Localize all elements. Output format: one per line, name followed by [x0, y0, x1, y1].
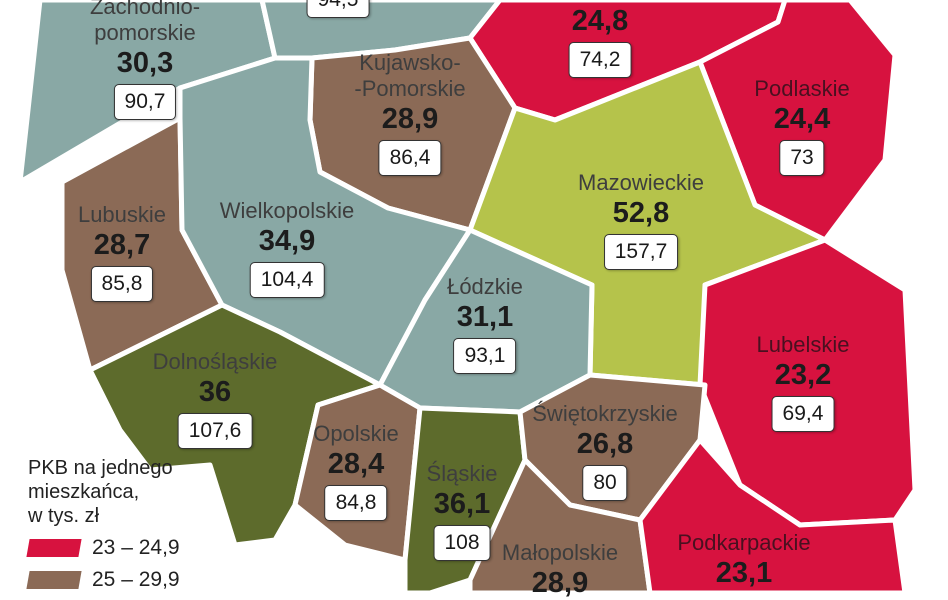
label-slaskie: Śląskie 36,1 108 [426, 461, 498, 561]
legend-title: PKB na jednego [28, 457, 173, 479]
region-name: Mazowieckie [578, 170, 704, 195]
region-value: 34,9 [258, 225, 316, 257]
region-value: 23,1 [715, 557, 773, 589]
region-podkarpackie [637, 437, 908, 593]
region-value-box: 107,6 [177, 413, 253, 449]
region-name: Zachodnio- [89, 0, 201, 19]
region-name: Łódzkie [447, 274, 523, 299]
region-value: 31,1 [456, 301, 514, 333]
region-name: Dolnośląskie [152, 349, 278, 374]
label-mazowieckie: Mazowieckie 52,8 157,7 [578, 170, 704, 270]
region-value-box: 84,8 [324, 485, 388, 521]
region-name: pomorskie [94, 20, 196, 45]
region-name: Podkarpackie [677, 530, 811, 555]
region-name: Podlaskie [754, 76, 850, 101]
region-value: 24,4 [773, 103, 831, 135]
region-value-box: 104,4 [249, 262, 325, 298]
region-name: Kujawsko- [359, 50, 461, 75]
region-value-box: 108 [433, 525, 491, 561]
label-podlaskie: Podlaskie 24,4 73 [754, 76, 850, 176]
region-value-box: 94,5 [306, 0, 370, 18]
region-name: Lubuskie [77, 202, 167, 227]
region-name: Lubelskie [756, 332, 850, 357]
legend-title: w tys. zł [28, 505, 100, 527]
region-value: 26,8 [576, 428, 634, 460]
region-value: 36 [198, 376, 232, 408]
region-value: 28,9 [531, 567, 589, 599]
region-value: 28,4 [327, 448, 385, 480]
legend-title: mieszkańca, [28, 481, 140, 503]
region-value: 52,8 [612, 197, 670, 229]
region-value: 24,8 [571, 5, 629, 37]
region-value: 36,1 [433, 488, 491, 520]
region-name: Świętokrzyskie [532, 401, 678, 426]
label-lubelskie: Lubelskie 23,2 69,4 [756, 332, 850, 432]
label-warminsko-mazurskie: 24,8 74,2 [568, 4, 632, 78]
label-malopolskie: Małopolskie 28,9 [502, 540, 618, 600]
region-name: Śląskie [426, 461, 498, 486]
region-value: 30,3 [116, 47, 174, 79]
region-value-box: 157,7 [603, 234, 679, 270]
label-zachodniopomorskie: Zachodnio- pomorskie 30,3 90,7 [90, 0, 200, 120]
legend-range: 25 – 29,9 [92, 568, 180, 591]
label-kujawsko-pomorskie: Kujawsko- -Pomorskie 28,9 86,4 [354, 50, 466, 176]
label-lodzkie: Łódzkie 31,1 93,1 [447, 274, 523, 374]
region-value: 28,9 [381, 103, 439, 135]
legend-swatch [26, 571, 82, 589]
region-value-box: 74,2 [568, 42, 632, 78]
region-value-box: 69,4 [771, 396, 835, 432]
label-swietokrzyskie: Świętokrzyskie 26,8 80 [532, 401, 678, 501]
region-value: 28,7 [93, 229, 151, 261]
region-value-box: 80 [582, 465, 628, 501]
region-value-box: 86,4 [378, 140, 442, 176]
legend-item: 23 – 24,9 [26, 536, 180, 560]
label-podkarpackie: Podkarpackie 23,1 [677, 530, 810, 590]
label-wielkopolskie: Wielkopolskie 34,9 104,4 [219, 198, 355, 298]
label-dolnoslaskie: Dolnośląskie 36 107,6 [152, 349, 278, 449]
region-value-box: 85,8 [90, 266, 154, 302]
region-name: Opolskie [313, 421, 399, 446]
region-value: 23,2 [774, 359, 832, 391]
region-name: -Pomorskie [354, 76, 466, 101]
legend-swatch [26, 539, 82, 557]
legend-item: 25 – 29,9 [26, 568, 180, 592]
region-value-box: 90,7 [113, 84, 177, 120]
label-pomorskie: 94,5 [306, 0, 370, 18]
region-value-box: 73 [779, 140, 825, 176]
region-name: Wielkopolskie [219, 198, 355, 223]
legend-range: 23 – 24,9 [92, 536, 180, 559]
label-lubuskie: Lubuskie 28,7 85,8 [78, 202, 166, 302]
label-opolskie: Opolskie 28,4 84,8 [313, 421, 399, 521]
map-legend: PKB na jednego mieszkańca, w tys. zł 23 … [26, 456, 180, 592]
region-value-box: 93,1 [453, 338, 517, 374]
region-name: Małopolskie [501, 540, 619, 565]
